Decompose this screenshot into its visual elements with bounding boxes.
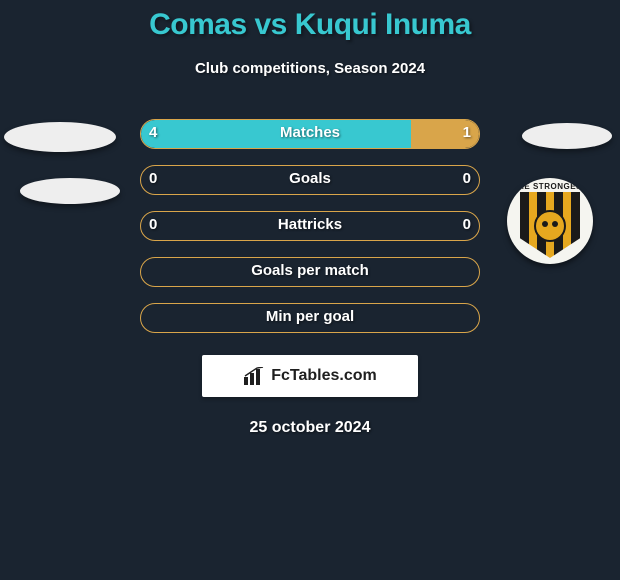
stat-label: Min per goal (141, 308, 479, 325)
stat-bar: Goals per match (140, 257, 480, 287)
stat-bar: 00Goals (140, 165, 480, 195)
stats-block: 41Matches 00Goals 00Hattricks Goals per mat… (0, 119, 620, 337)
stat-row: 00Goals (0, 165, 620, 199)
stat-label: Goals per match (141, 262, 479, 279)
stat-label: Matches (141, 124, 479, 141)
bars-icon (243, 367, 265, 385)
fctables-logo[interactable]: FcTables.com (202, 355, 418, 397)
stat-bar: 00Hattricks (140, 211, 480, 241)
stat-row: Min per goal (0, 303, 620, 337)
date-label: 25 october 2024 (0, 419, 620, 437)
stat-bar: 41Matches (140, 119, 480, 149)
stat-row: 41Matches (0, 119, 620, 153)
logo-text: FcTables.com (271, 367, 377, 385)
stat-label: Hattricks (141, 216, 479, 233)
stat-bar: Min per goal (140, 303, 480, 333)
stat-label: Goals (141, 170, 479, 187)
page-root: Comas vs Kuqui Inuma Club competitions, … (0, 0, 620, 437)
stat-row: 00Hattricks (0, 211, 620, 245)
stat-row: Goals per match (0, 257, 620, 291)
page-title: Comas vs Kuqui Inuma (0, 8, 620, 42)
page-subtitle: Club competitions, Season 2024 (0, 60, 620, 77)
